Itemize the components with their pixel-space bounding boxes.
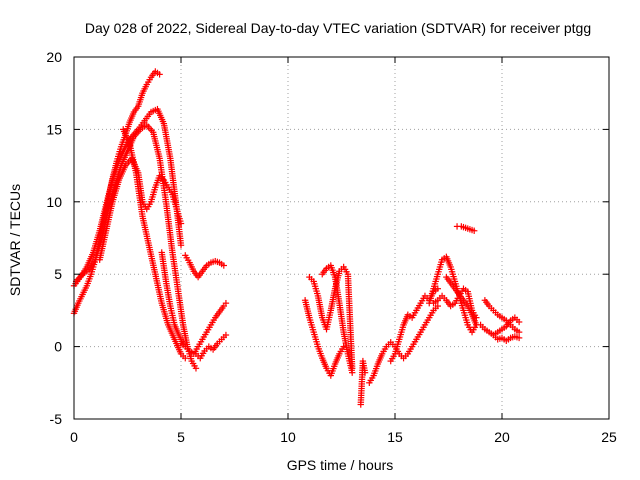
chart-title: Day 028 of 2022, Sidereal Day-to-day VTE… (85, 20, 591, 36)
series-arc-13 (357, 357, 369, 408)
series-arc-12 (319, 262, 356, 376)
x-tick-label: 0 (70, 429, 78, 445)
data-point (192, 365, 200, 372)
y-tick-label: -5 (50, 411, 63, 427)
y-tick-label: 20 (46, 49, 62, 65)
series-arc-19 (453, 223, 478, 234)
y-tick-label: 0 (54, 339, 62, 355)
data-point (182, 354, 189, 362)
series-arc-8 (177, 299, 230, 358)
data-point (177, 220, 185, 227)
x-axis-title: GPS time / hours (287, 457, 394, 473)
series-arc-15 (387, 285, 441, 365)
data-point (222, 299, 230, 307)
data-point (349, 369, 356, 376)
axis-ticks (73, 56, 610, 420)
y-tick-label: 10 (46, 194, 62, 210)
series-arc-10 (301, 297, 347, 379)
series-arc-21 (481, 297, 523, 336)
data-point (515, 334, 523, 342)
data-marks (70, 68, 523, 408)
data-point (156, 71, 163, 78)
data-point (222, 331, 230, 339)
x-tick-label: 25 (601, 429, 617, 445)
y-tick-label: 5 (54, 266, 62, 282)
plot-frame (73, 56, 610, 420)
data-point (470, 227, 478, 234)
data-point (515, 318, 523, 326)
data-point (515, 328, 523, 336)
axis-tick-labels: 0 5 10 15 20 25 -5 0 5 10 15 20 (46, 49, 617, 445)
data-point (220, 262, 227, 269)
data-point (177, 242, 185, 249)
x-tick-label: 20 (494, 429, 510, 445)
series-arc-7 (182, 252, 227, 281)
series-arc-3 (72, 121, 200, 372)
series-arc-22 (490, 331, 523, 345)
data-point (361, 369, 369, 376)
series-arc-18 (443, 273, 480, 329)
x-tick-label: 15 (387, 429, 403, 445)
series-arc-9 (192, 331, 230, 362)
series-arc-14 (366, 302, 441, 386)
data-point (434, 302, 441, 310)
series-arc-1 (70, 68, 163, 317)
y-tick-label: 15 (46, 121, 62, 137)
series-arc-6 (158, 249, 187, 347)
y-axis-title: SDTVAR / TECUs (7, 184, 23, 296)
x-tick-label: 5 (177, 429, 185, 445)
series-arc-5 (120, 126, 189, 362)
x-tick-label: 10 (280, 429, 296, 445)
